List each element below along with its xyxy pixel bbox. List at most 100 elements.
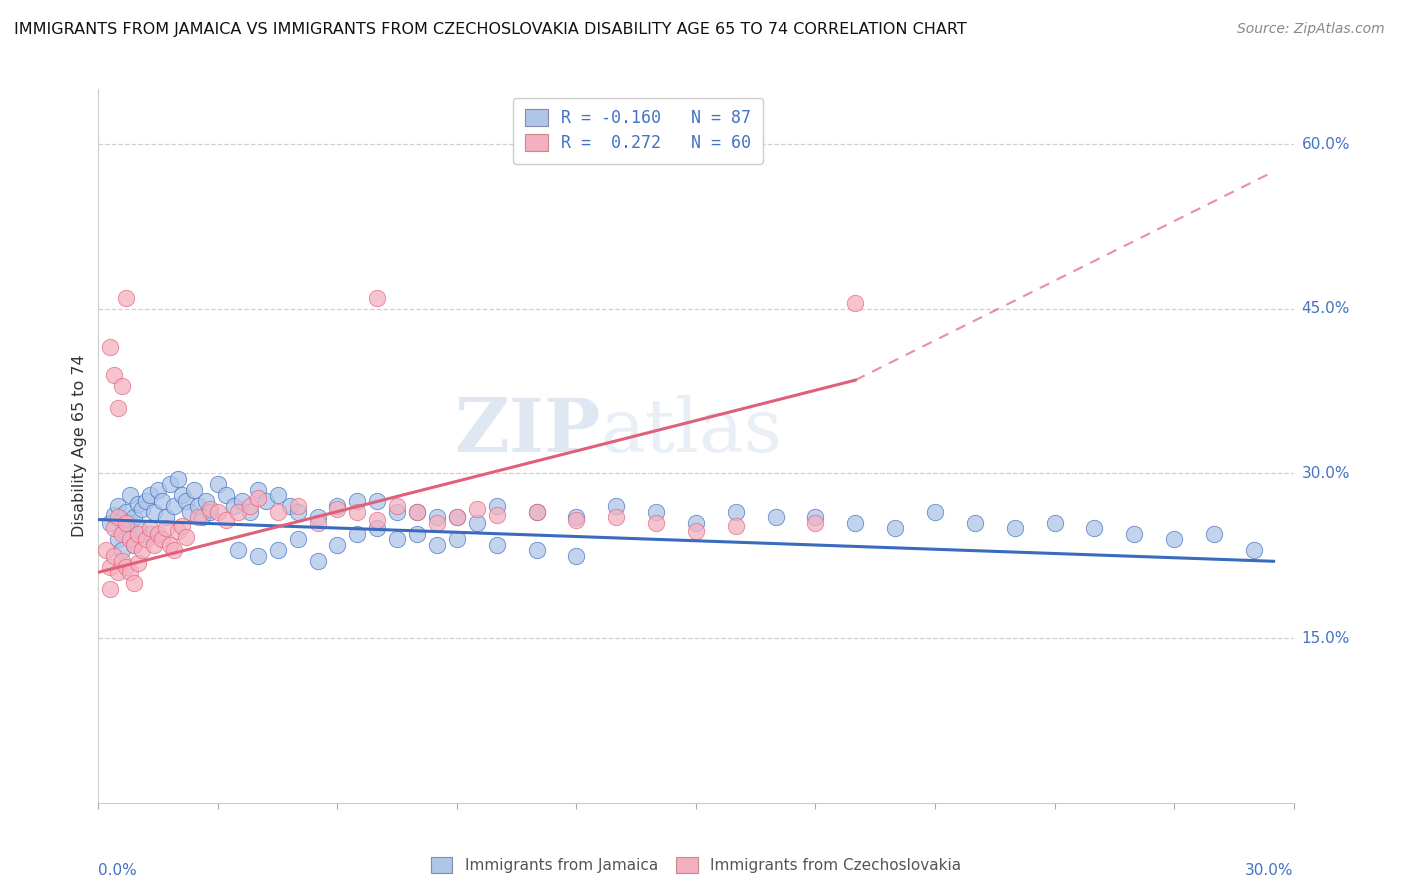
Point xyxy=(246,491,269,505)
Point xyxy=(385,500,409,514)
Point xyxy=(385,505,409,519)
Point xyxy=(143,505,166,519)
Point xyxy=(103,549,125,563)
Point xyxy=(346,526,368,541)
Text: 30.0%: 30.0% xyxy=(1302,466,1350,481)
Point xyxy=(406,505,429,519)
Y-axis label: Disability Age 65 to 74: Disability Age 65 to 74 xyxy=(72,355,87,537)
Point xyxy=(115,516,138,530)
Point xyxy=(107,401,129,415)
Point xyxy=(884,521,907,535)
Point xyxy=(183,483,205,497)
Point xyxy=(120,533,142,547)
Point xyxy=(120,516,142,530)
Legend: Immigrants from Jamaica, Immigrants from Czechoslovakia: Immigrants from Jamaica, Immigrants from… xyxy=(423,849,969,880)
Point xyxy=(307,554,329,568)
Point xyxy=(485,508,508,523)
Point xyxy=(465,516,488,530)
Point xyxy=(111,554,134,568)
Text: 30.0%: 30.0% xyxy=(1246,863,1294,879)
Point xyxy=(226,543,249,558)
Point xyxy=(159,538,181,552)
Point xyxy=(1163,533,1185,547)
Point xyxy=(207,477,229,491)
Point xyxy=(267,543,290,558)
Point xyxy=(724,519,747,533)
Point xyxy=(143,538,166,552)
Point xyxy=(565,512,588,526)
Point xyxy=(127,526,149,541)
Point xyxy=(115,505,138,519)
Point xyxy=(446,533,468,547)
Point xyxy=(485,500,508,514)
Point xyxy=(246,549,269,563)
Point xyxy=(103,508,125,523)
Point xyxy=(307,510,329,524)
Point xyxy=(246,483,269,497)
Point xyxy=(1004,521,1026,535)
Point xyxy=(804,510,827,524)
Point xyxy=(148,526,170,541)
Point xyxy=(187,510,209,524)
Point xyxy=(287,505,309,519)
Point xyxy=(111,543,134,558)
Point xyxy=(124,538,146,552)
Point xyxy=(267,505,290,519)
Point xyxy=(179,505,201,519)
Point xyxy=(96,543,118,558)
Point xyxy=(526,505,548,519)
Point xyxy=(115,291,138,305)
Point xyxy=(135,533,157,547)
Point xyxy=(207,505,229,519)
Point xyxy=(107,533,129,547)
Point xyxy=(1123,526,1146,541)
Point xyxy=(346,505,368,519)
Point xyxy=(107,566,129,580)
Point xyxy=(107,500,129,514)
Point xyxy=(198,501,221,516)
Text: 60.0%: 60.0% xyxy=(1302,136,1350,152)
Point xyxy=(406,526,429,541)
Point xyxy=(278,500,301,514)
Point xyxy=(465,501,488,516)
Point xyxy=(645,516,668,530)
Point xyxy=(526,543,548,558)
Point xyxy=(366,521,388,535)
Point xyxy=(724,505,747,519)
Point xyxy=(426,516,449,530)
Point xyxy=(1083,521,1105,535)
Point xyxy=(167,472,190,486)
Point xyxy=(191,510,214,524)
Point xyxy=(163,500,186,514)
Point xyxy=(215,512,238,526)
Point xyxy=(155,521,177,535)
Point xyxy=(446,510,468,524)
Point xyxy=(139,521,162,535)
Point xyxy=(326,501,349,516)
Point xyxy=(139,488,162,502)
Point xyxy=(98,340,122,354)
Point xyxy=(124,510,146,524)
Text: IMMIGRANTS FROM JAMAICA VS IMMIGRANTS FROM CZECHOSLOVAKIA DISABILITY AGE 65 TO 7: IMMIGRANTS FROM JAMAICA VS IMMIGRANTS FR… xyxy=(14,22,967,37)
Point xyxy=(111,526,134,541)
Point xyxy=(150,533,173,547)
Point xyxy=(115,526,138,541)
Point xyxy=(844,296,866,310)
Point xyxy=(222,500,245,514)
Point xyxy=(254,494,277,508)
Point xyxy=(1243,543,1265,558)
Point xyxy=(307,516,329,530)
Point xyxy=(148,483,170,497)
Point xyxy=(131,501,153,516)
Point xyxy=(127,497,149,511)
Point xyxy=(565,549,588,563)
Text: 45.0%: 45.0% xyxy=(1302,301,1350,317)
Text: ZIP: ZIP xyxy=(454,395,600,468)
Point xyxy=(267,488,290,502)
Point xyxy=(765,510,787,524)
Point xyxy=(366,512,388,526)
Point xyxy=(111,378,134,392)
Point xyxy=(605,510,627,524)
Point xyxy=(159,477,181,491)
Point xyxy=(215,488,238,502)
